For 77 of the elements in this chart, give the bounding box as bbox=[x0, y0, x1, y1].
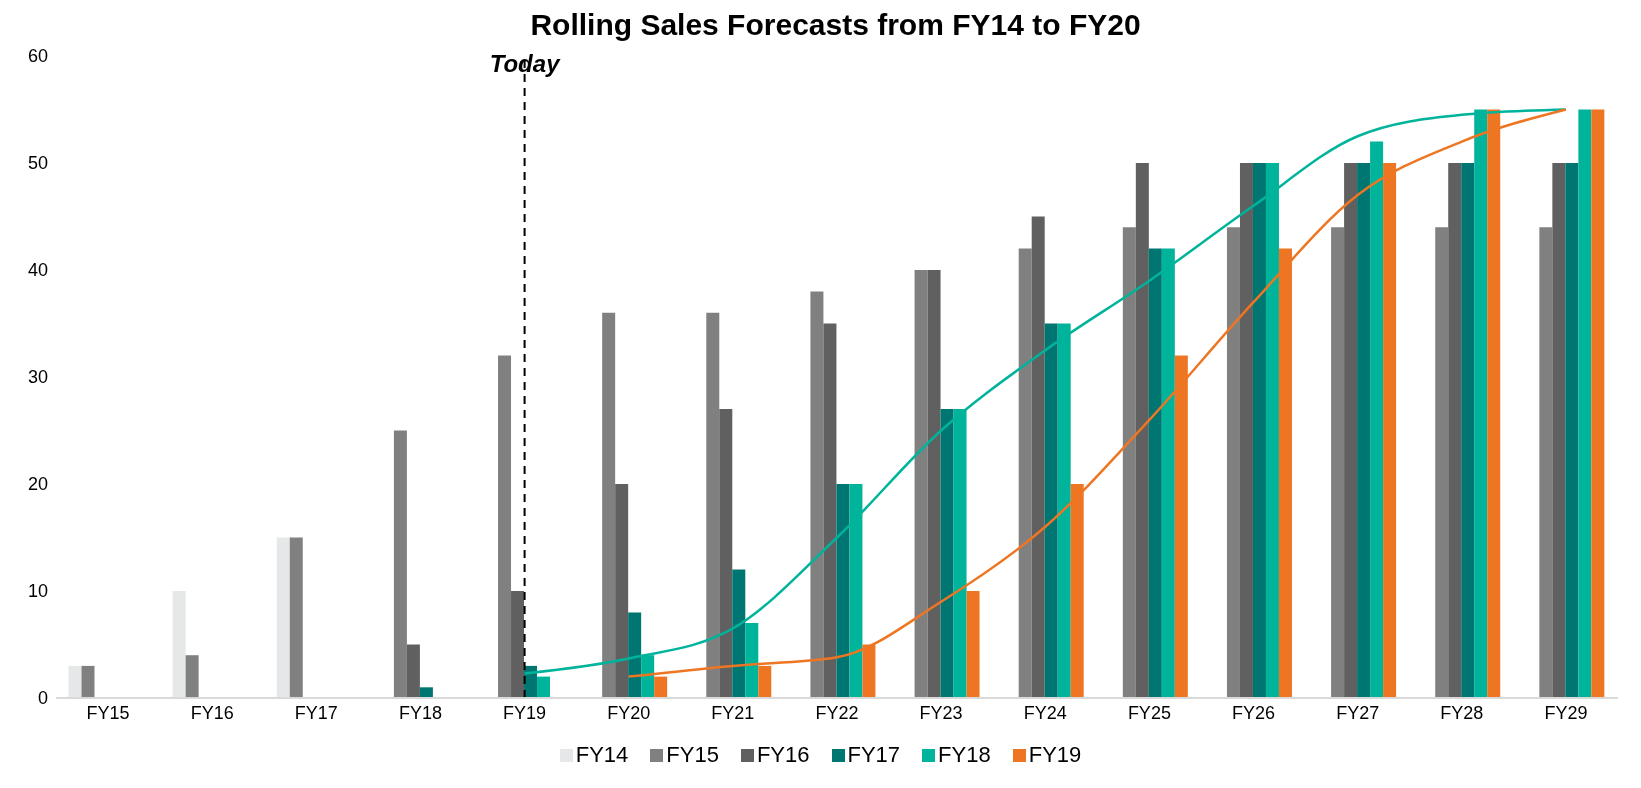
bar bbox=[654, 676, 668, 698]
x-tick-label: FY18 bbox=[398, 702, 442, 723]
bar bbox=[289, 537, 303, 698]
bar bbox=[1018, 248, 1032, 698]
bar bbox=[823, 323, 837, 698]
ref-line-label: Today bbox=[489, 50, 562, 77]
bar bbox=[836, 484, 850, 698]
bar bbox=[732, 569, 746, 698]
bar bbox=[1331, 227, 1345, 698]
bar bbox=[1565, 163, 1579, 698]
bar bbox=[81, 665, 95, 698]
bar bbox=[1344, 163, 1358, 698]
bar bbox=[1226, 227, 1240, 698]
y-tick-label: 10 bbox=[27, 581, 48, 602]
y-tick-label: 40 bbox=[27, 260, 48, 281]
x-tick-label: FY25 bbox=[1127, 702, 1171, 723]
legend-label: FY19 bbox=[1027, 742, 1082, 768]
bar bbox=[602, 312, 616, 698]
bar bbox=[393, 430, 407, 698]
bar bbox=[406, 644, 420, 698]
x-tick-label: FY15 bbox=[86, 702, 130, 723]
bar bbox=[1122, 227, 1136, 698]
bar bbox=[615, 484, 629, 698]
bar bbox=[1148, 248, 1162, 698]
bar bbox=[1135, 163, 1149, 698]
legend-label: FY18 bbox=[937, 742, 991, 768]
y-tick-label: 30 bbox=[27, 367, 48, 388]
y-tick-label: 60 bbox=[27, 46, 48, 67]
bar bbox=[276, 537, 290, 698]
bar bbox=[185, 655, 199, 698]
chart-title: Rolling Sales Forecasts from FY14 to FY20 bbox=[529, 8, 1142, 43]
bar bbox=[966, 591, 980, 698]
x-tick-label: FY20 bbox=[607, 702, 651, 723]
bar bbox=[1539, 227, 1553, 698]
bar bbox=[1357, 163, 1371, 698]
bar bbox=[537, 676, 551, 698]
bar bbox=[1044, 323, 1058, 698]
x-tick-label: FY19 bbox=[503, 702, 547, 723]
legend-label: FY16 bbox=[755, 742, 810, 768]
bar bbox=[940, 409, 954, 698]
bar bbox=[914, 270, 928, 698]
bar bbox=[810, 291, 824, 698]
legend-label: FY15 bbox=[665, 742, 719, 768]
bar bbox=[1578, 109, 1592, 698]
y-tick-label: 0 bbox=[37, 688, 48, 709]
bar bbox=[1461, 163, 1475, 698]
y-tick-label: 50 bbox=[27, 153, 48, 174]
x-tick-label: FY17 bbox=[294, 702, 338, 723]
x-tick-label: FY29 bbox=[1544, 702, 1588, 723]
bar bbox=[498, 355, 512, 698]
x-tick-label: FY26 bbox=[1232, 702, 1276, 723]
bar bbox=[1252, 163, 1266, 698]
x-tick-label: FY23 bbox=[919, 702, 963, 723]
x-tick-label: FY24 bbox=[1023, 702, 1067, 723]
legend-label: FY17 bbox=[846, 742, 901, 768]
x-tick-label: FY22 bbox=[815, 702, 859, 723]
bar bbox=[706, 312, 720, 698]
legend-label: FY14 bbox=[574, 742, 629, 768]
bar bbox=[1448, 163, 1462, 698]
bar bbox=[1031, 216, 1045, 698]
x-tick-label: FY27 bbox=[1336, 702, 1380, 723]
bar bbox=[628, 612, 642, 698]
bar bbox=[1591, 109, 1605, 698]
x-tick-label: FY28 bbox=[1440, 702, 1484, 723]
bar bbox=[172, 591, 186, 698]
bar bbox=[1370, 141, 1384, 698]
bar bbox=[1435, 227, 1449, 698]
bar bbox=[719, 409, 733, 698]
bar bbox=[68, 665, 82, 698]
bar bbox=[1552, 163, 1566, 698]
bar bbox=[419, 687, 433, 698]
x-tick-label: FY21 bbox=[711, 702, 755, 723]
bar bbox=[1239, 163, 1253, 698]
bar bbox=[511, 591, 525, 698]
x-tick-label: FY16 bbox=[190, 702, 234, 723]
y-tick-label: 20 bbox=[27, 474, 48, 495]
bar bbox=[927, 270, 941, 698]
